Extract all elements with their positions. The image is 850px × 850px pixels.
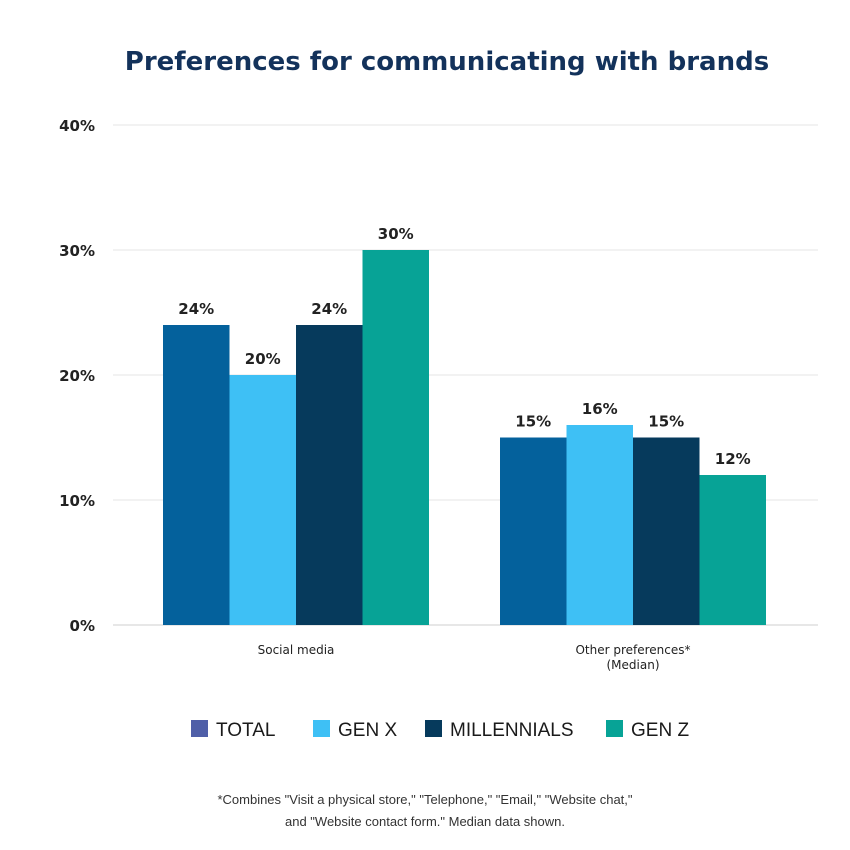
- bar: [229, 375, 296, 625]
- bar: [500, 437, 567, 625]
- y-tick-label: 40%: [59, 117, 95, 135]
- legend-label: TOTAL: [216, 720, 275, 741]
- legend-swatch: [606, 720, 623, 737]
- bar-value-label: 12%: [715, 450, 751, 468]
- bar: [699, 475, 766, 625]
- legend-label: GEN X: [338, 720, 397, 741]
- footnote-line-1: *Combines "Visit a physical store," "Tel…: [217, 792, 633, 807]
- bar: [163, 325, 230, 625]
- bar-value-label: 16%: [582, 400, 618, 418]
- bar-value-label: 15%: [515, 413, 551, 431]
- bar: [566, 425, 633, 625]
- y-axis-tick-labels: 0% 10% 20% 30% 40%: [59, 117, 95, 635]
- bars: [163, 250, 766, 625]
- footnote-line-2: and "Website contact form." Median data …: [285, 814, 565, 829]
- y-tick-label: 0%: [70, 617, 95, 635]
- bar-value-label: 24%: [178, 300, 214, 318]
- bar-value-label: 20%: [245, 350, 281, 368]
- bar: [633, 437, 700, 625]
- x-category-label-line: Social media: [258, 643, 335, 657]
- y-tick-label: 30%: [59, 242, 95, 260]
- x-category-label-line: (Median): [606, 658, 659, 672]
- x-axis-category-labels: Social media Other preferences* (Median): [258, 643, 691, 672]
- legend-swatch: [313, 720, 330, 737]
- chart-title: Preferences for communicating with brand…: [125, 47, 769, 77]
- bar-value-label: 24%: [311, 300, 347, 318]
- legend: TOTAL GEN X MILLENNIALS GEN Z: [191, 720, 689, 741]
- legend-label: MILLENNIALS: [450, 720, 574, 741]
- x-category-label: Other preferences* (Median): [575, 643, 690, 672]
- legend-swatch: [425, 720, 442, 737]
- y-tick-label: 10%: [59, 492, 95, 510]
- x-category-label: Social media: [258, 643, 335, 657]
- legend-swatch: [191, 720, 208, 737]
- bar-value-label: 15%: [648, 413, 684, 431]
- bar: [362, 250, 429, 625]
- y-tick-label: 20%: [59, 367, 95, 385]
- x-category-label-line: Other preferences*: [575, 643, 690, 657]
- bar-value-labels: 24% 15% 20% 16% 24% 15% 30% 12%: [178, 225, 750, 468]
- bar: [296, 325, 363, 625]
- bar-value-label: 30%: [378, 225, 414, 243]
- footnote: *Combines "Visit a physical store," "Tel…: [0, 789, 850, 833]
- legend-label: GEN Z: [631, 720, 689, 741]
